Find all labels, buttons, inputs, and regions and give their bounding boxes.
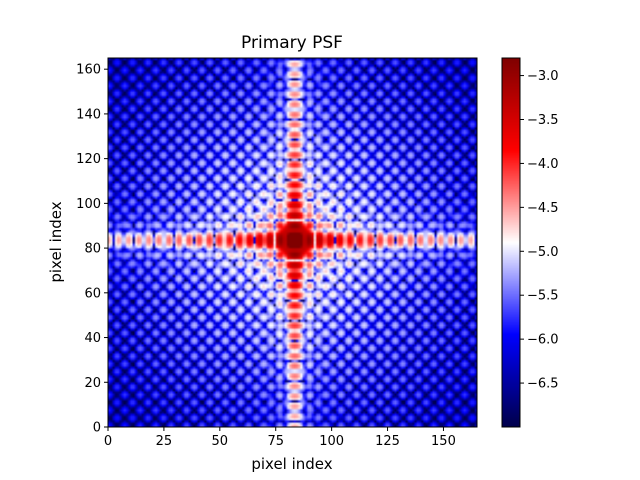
colorbar-tick-label: −4.0 bbox=[527, 157, 559, 172]
y-tick-label: 0 bbox=[93, 421, 101, 436]
x-axis-label: pixel index bbox=[251, 455, 332, 473]
colorbar-tick-label: −6.0 bbox=[527, 333, 559, 348]
x-axis: 0 25 50 75 100 125 150 bbox=[104, 427, 456, 449]
y-tick-label: 140 bbox=[76, 107, 101, 122]
x-tick-label: 50 bbox=[212, 434, 229, 449]
colorbar-tick-label: −3.0 bbox=[527, 69, 559, 84]
plot-area bbox=[107, 57, 478, 428]
y-tick-label: 100 bbox=[76, 197, 101, 212]
plot-frame bbox=[107, 57, 478, 428]
y-tick-label: 120 bbox=[76, 152, 101, 167]
x-tick-label: 75 bbox=[267, 434, 284, 449]
chart-title: Primary PSF bbox=[241, 33, 343, 53]
x-tick-label: 100 bbox=[319, 434, 344, 449]
x-tick-label: 0 bbox=[104, 434, 112, 449]
colorbar-tick-label: −4.5 bbox=[527, 201, 559, 216]
x-tick-label: 125 bbox=[375, 434, 400, 449]
colorbar-frame bbox=[501, 57, 521, 428]
y-axis: 0 20 40 60 80 100 120 140 160 bbox=[76, 63, 108, 436]
colorbar-tick-label: −5.0 bbox=[527, 245, 559, 260]
y-tick-label: 60 bbox=[84, 286, 101, 301]
y-axis-label: pixel index bbox=[47, 201, 65, 282]
colorbar: −3.0 −3.5 −4.0 −4.5 −5.0 −5.5 −6.0 −6.5 bbox=[501, 57, 559, 428]
colorbar-ticks: −3.0 −3.5 −4.0 −4.5 −5.0 −5.5 −6.0 −6.5 bbox=[520, 69, 559, 392]
x-tick-label: 150 bbox=[431, 434, 456, 449]
colorbar-gradient bbox=[502, 58, 520, 427]
y-tick-label: 160 bbox=[76, 63, 101, 78]
colorbar-tick-label: −6.5 bbox=[527, 377, 559, 392]
y-tick-label: 80 bbox=[84, 242, 101, 257]
y-tick-label: 20 bbox=[84, 376, 101, 391]
y-tick-label: 40 bbox=[84, 331, 101, 346]
colorbar-tick-label: −5.5 bbox=[527, 289, 559, 304]
x-tick-label: 25 bbox=[156, 434, 173, 449]
psf-heatmap bbox=[108, 58, 477, 427]
colorbar-tick-label: −3.5 bbox=[527, 113, 559, 128]
